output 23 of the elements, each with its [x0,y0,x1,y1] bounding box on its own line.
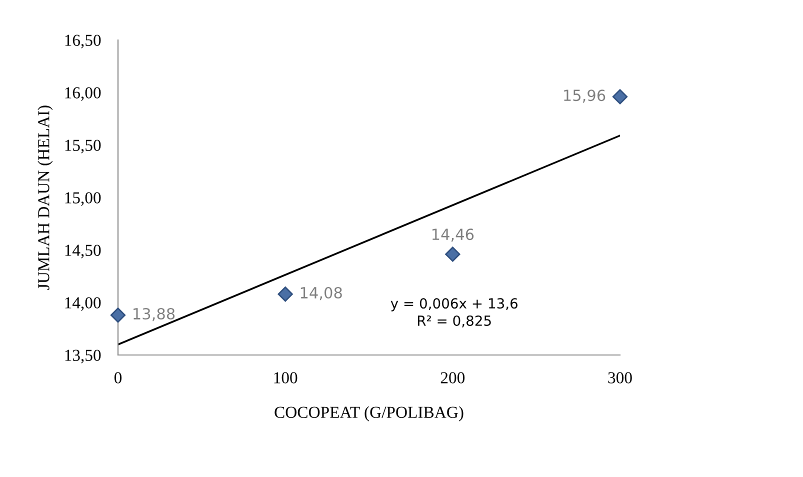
data-label: 14,08 [300,286,342,300]
x-tick-label: 200 [440,372,465,384]
x-tick-label: 100 [274,372,298,384]
y-tick-label: 14,00 [65,297,101,311]
y-tick-label: 15,50 [65,140,101,154]
point [110,308,126,323]
y-tick-label: 15,00 [65,192,101,206]
x-tick-label: 300 [608,372,632,384]
data-label: 13,88 [134,308,175,322]
annotation: y = 0,006x + 13,6 [390,298,518,312]
annotation: R² = 0,825 [418,315,491,328]
point [612,89,628,104]
point [278,286,293,302]
y-tick-label: 16,50 [65,34,101,48]
point [445,246,460,262]
data-label: 14,46 [432,228,474,242]
x-tick-label: 0 [114,372,122,384]
y-axis-title: JUMLAH DAUN (HELAI) [38,106,53,290]
y-tick-label: 13,50 [65,350,101,364]
y-tick-label: 14,50 [65,244,101,258]
x-axis-title: COCOPEAT (G/POLIBAG) [274,406,464,422]
data-label: 15,96 [564,90,606,103]
y-tick-label: 16,00 [65,87,101,101]
